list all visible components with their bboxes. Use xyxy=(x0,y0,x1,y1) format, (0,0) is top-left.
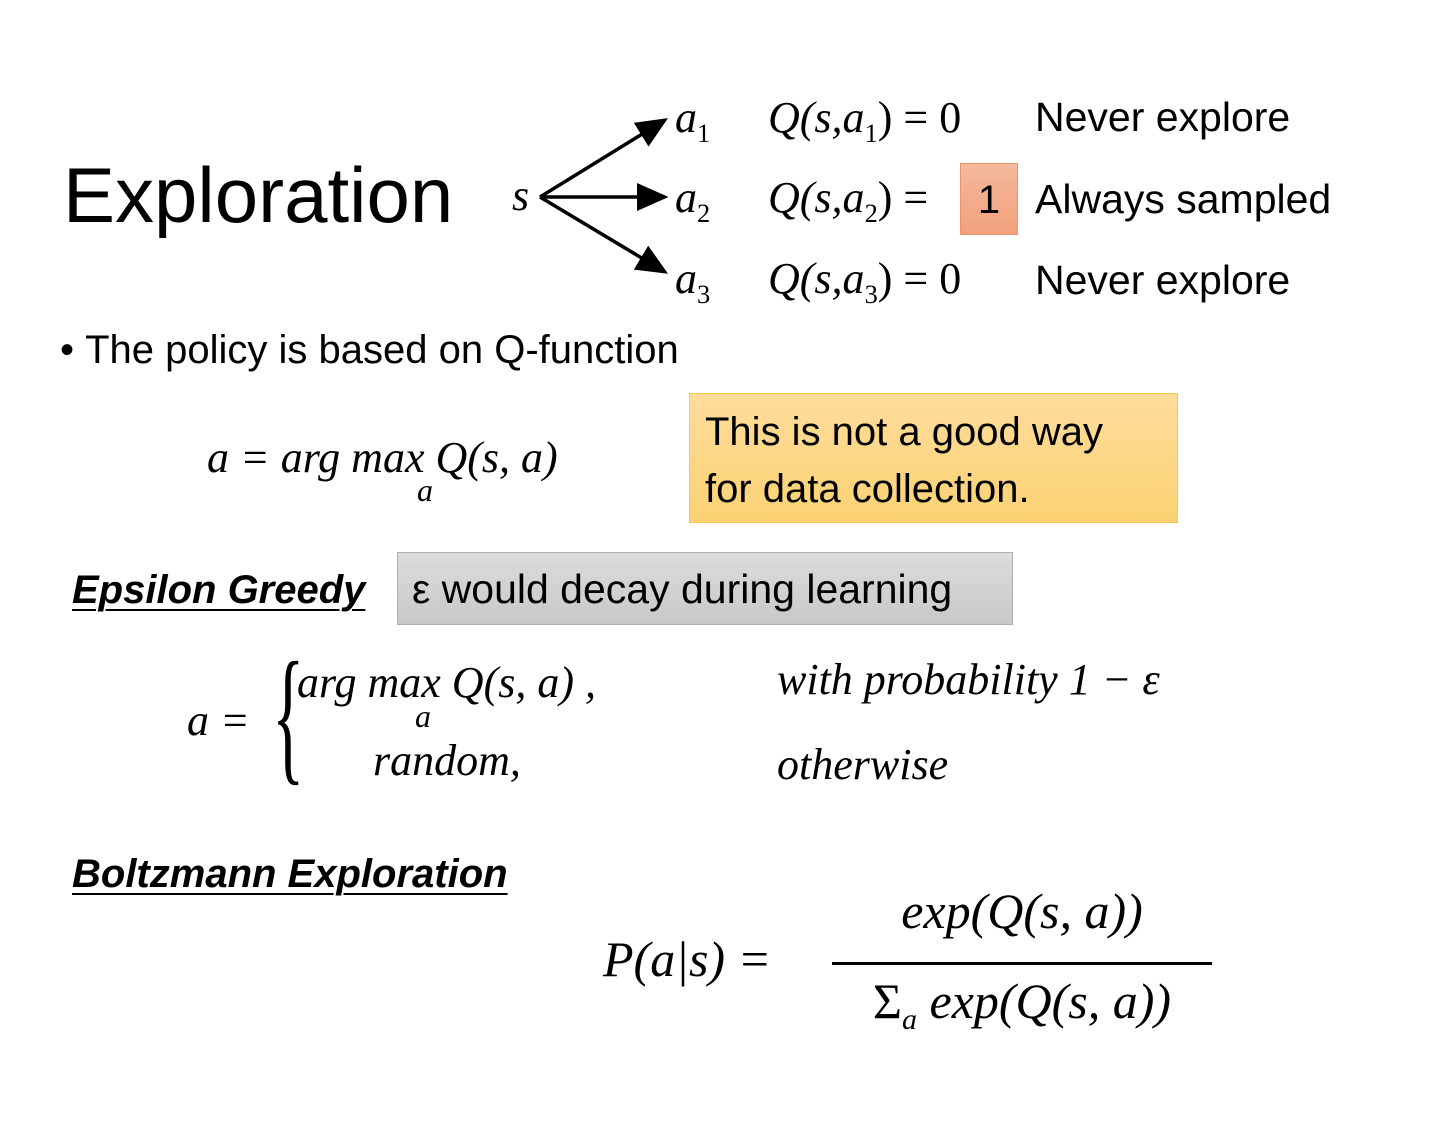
boltzmann-lhs: P(a|s) = xyxy=(603,931,772,987)
note-a2: Always sampled xyxy=(1035,176,1332,222)
heading-boltzmann: Boltzmann Exploration xyxy=(72,852,508,896)
callout-epsilon-decay: ε would decay during learning xyxy=(397,552,1013,625)
heading-epsilon-greedy: Epsilon Greedy xyxy=(72,568,366,612)
action-a3: a3 xyxy=(675,254,711,309)
epsilon-lhs: a = xyxy=(187,696,250,745)
fraction-bar xyxy=(832,962,1212,965)
callout-line-2: for data collection. xyxy=(705,467,1030,511)
arrow-a3 xyxy=(539,195,669,274)
argmax-subscript: a xyxy=(417,472,433,508)
argmax-formula: a = arg max Q(s, a) xyxy=(207,433,558,482)
q-value-highlight: 1 xyxy=(960,163,1018,235)
note-a1: Never explore xyxy=(1035,94,1291,140)
slide-title: Exploration xyxy=(63,151,454,239)
bullet-policy: • The policy is based on Q-function xyxy=(60,328,679,372)
action-a1: a1 xyxy=(675,93,711,148)
case-argmax: arg max Q(s, a) , xyxy=(297,658,596,707)
arrow-a1 xyxy=(539,118,668,199)
q-value-a3: Q(s,a3) = 0 xyxy=(768,254,962,309)
piecewise-brace: { xyxy=(272,632,305,798)
action-branch-arrows xyxy=(539,118,669,274)
q-value-a1: Q(s,a1) = 0 xyxy=(768,93,962,148)
boltzmann-denominator: Σa exp(Q(s, a)) xyxy=(872,973,1172,1036)
state-s: s xyxy=(512,171,530,220)
action-a2: a2 xyxy=(675,173,711,228)
case-random: random, xyxy=(373,736,521,785)
callout-line-1: This is not a good way xyxy=(705,410,1103,454)
condition-probability: with probability 1 − ε xyxy=(777,655,1160,704)
case-argmax-subscript: a xyxy=(415,698,431,734)
condition-otherwise: otherwise xyxy=(777,740,949,789)
q-value-a2: Q(s,a2) = xyxy=(768,173,929,228)
boltzmann-numerator: exp(Q(s, a)) xyxy=(901,883,1143,939)
bullet-dot: • xyxy=(60,328,86,372)
note-a3: Never explore xyxy=(1035,257,1291,303)
callout-not-good: This is not a good way for data collecti… xyxy=(689,393,1178,523)
